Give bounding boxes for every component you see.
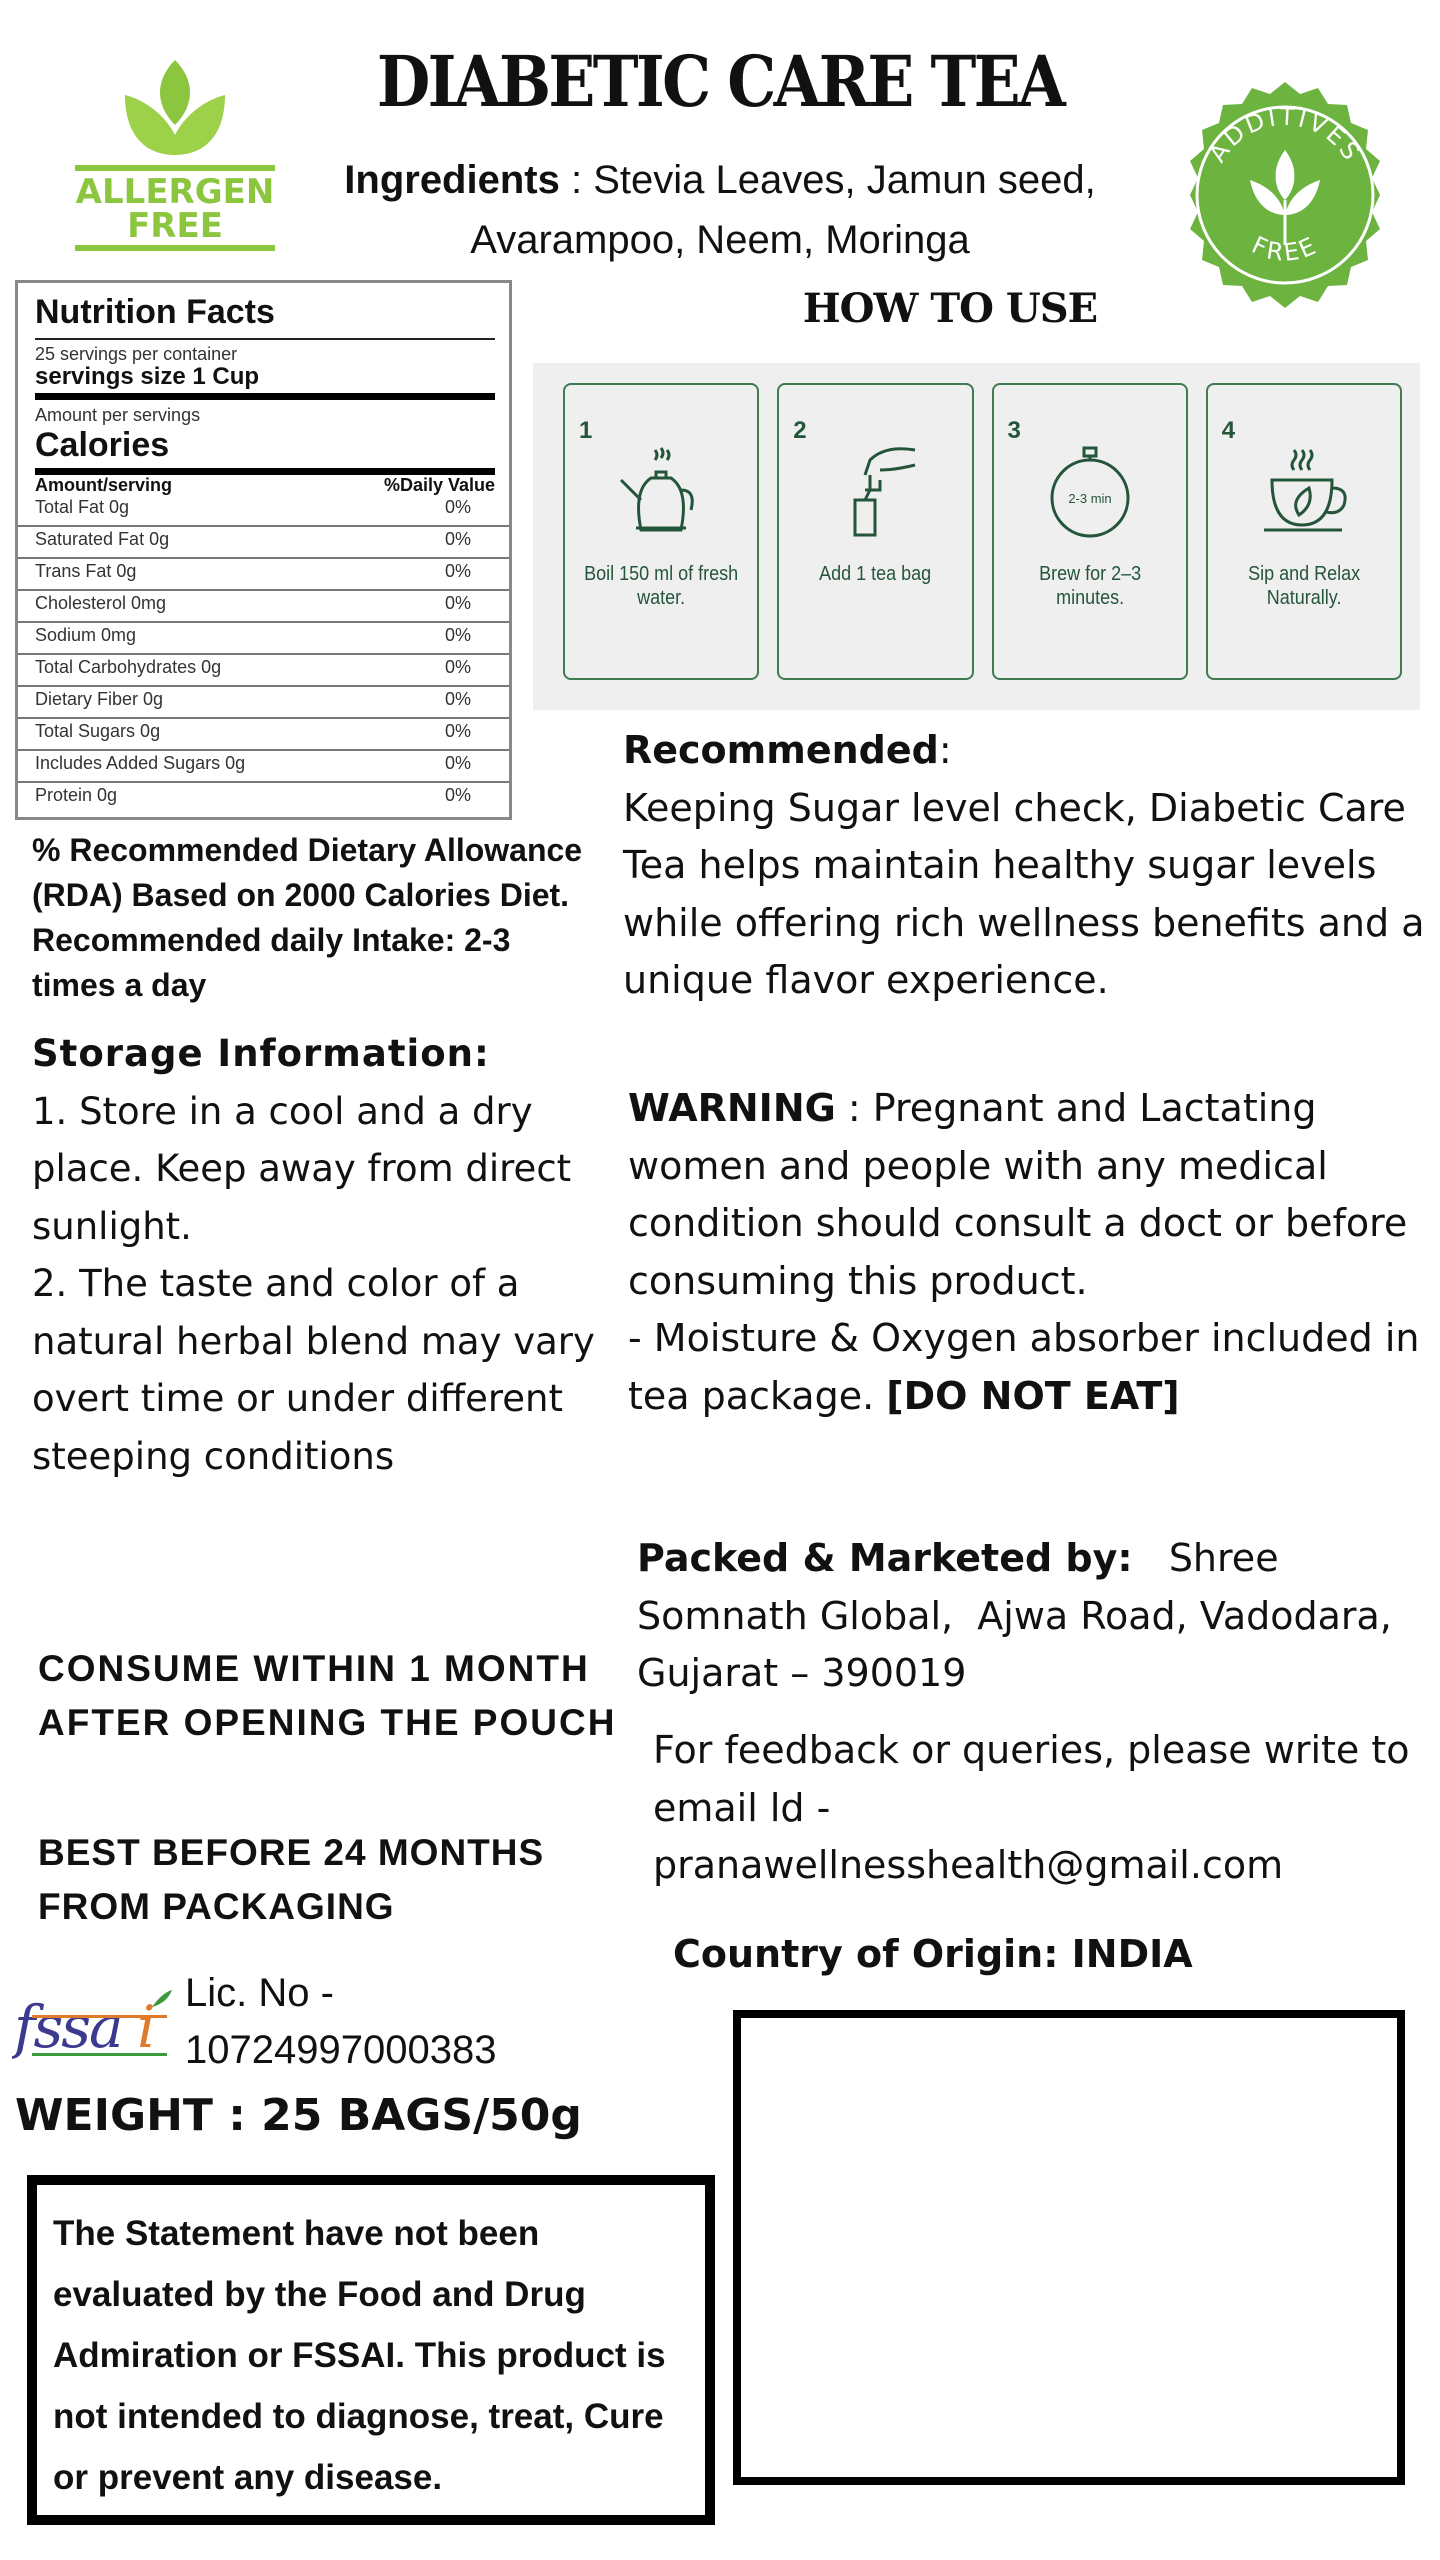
leaf-icon: ALLERGEN FREE: [75, 60, 275, 251]
nutrition-row: Total Carbohydrates 0g 0%: [18, 655, 509, 687]
storage-item-2: 2. The taste and color of a natural herb…: [32, 1262, 595, 1478]
nutrition-row: Sodium 0mg 0%: [18, 623, 509, 655]
svg-text:i: i: [137, 1993, 156, 2061]
storage-section: Storage Information: 1. Store in a cool …: [32, 1025, 602, 1485]
consume-within-note: CONSUME WITHIN 1 MONTH AFTER OPENING THE…: [38, 1648, 617, 1743]
svg-text:fssa: fssa: [12, 1993, 122, 2061]
nutrient-dv: 0%: [444, 497, 471, 517]
tea-cup-icon: [1263, 449, 1347, 532]
how-to-use-steps: 1 Boil 150 ml of fresh water. 2 Add 1 te…: [533, 363, 1420, 710]
license-number: Lic. No - 10724997000383: [185, 1965, 496, 2079]
nutrient-name: Includes Added Sugars 0g: [35, 753, 246, 773]
storage-item-1: 1. Store in a cool and a dry place. Keep…: [32, 1089, 572, 1248]
packed-address: Shree Somnath Global, Ajwa Road, Vadodar…: [637, 1536, 1417, 1695]
nutrient-dv: 0%: [444, 689, 471, 709]
col-amount: Amount/serving: [35, 475, 173, 495]
ingredients-label: Ingredients: [344, 158, 560, 202]
step-text: Sip and Relax Naturally.: [1247, 563, 1360, 609]
svg-text:FREE: FREE: [127, 206, 223, 246]
nutrient-dv: 0%: [444, 753, 471, 773]
nutrition-row: Total Fat 0g 0%: [18, 495, 509, 527]
allergen-free-logo: ALLERGEN FREE: [70, 55, 280, 255]
step-text: Boil 150 ml of fresh water.: [584, 563, 739, 609]
nutrient-dv: 0%: [444, 529, 471, 549]
net-weight: WEIGHT : 25 BAGS/50g: [15, 2090, 582, 2141]
packed-by: Packed & Marketed by: Shree Somnath Glob…: [637, 1530, 1397, 1703]
nutrient-name: Total Fat 0g: [35, 497, 130, 517]
step-card-4: 4 Sip and Relax Naturally.: [1205, 383, 1402, 680]
step-text: Brew for 2–3 minutes.: [1038, 563, 1141, 609]
nutrient-name: Saturated Fat 0g: [35, 529, 170, 549]
nutrient-dv: 0%: [444, 657, 471, 677]
recommended-section: Recommended: Keeping Sugar level check, …: [623, 728, 1425, 1003]
nutrient-dv: 0%: [444, 785, 471, 805]
recommended-label: Recommended: [623, 728, 939, 772]
nutrient-name: Trans Fat 0g: [35, 561, 137, 581]
absorber-note: - Moisture & Oxygen absorber included in…: [628, 1316, 1420, 1418]
nutrition-facts-panel: Nutrition Facts 25 servings per containe…: [15, 280, 512, 820]
blank-label-box: [733, 2010, 1405, 2485]
tea-bag-icon: [853, 447, 916, 537]
calories-label: Calories: [35, 426, 495, 475]
nutrition-header: Amount/serving %Daily Value: [35, 475, 495, 495]
recommended-text: Keeping Sugar level check, Diabetic Care…: [623, 785, 1425, 1003]
step-number: 3: [1007, 417, 1021, 444]
disclaimer-box: The Statement have not been evaluated by…: [27, 2175, 715, 2525]
additives-free-badge: ADDITIVES FREE: [1170, 80, 1400, 310]
license-value: 10724997000383: [185, 2028, 497, 2072]
ingredients: Ingredients : Stevia Leaves, Jamun seed,…: [290, 150, 1150, 270]
do-not-eat: [DO NOT EAT]: [886, 1373, 1180, 1418]
serving-size: servings size 1 Cup: [35, 365, 495, 400]
nutrition-title: Nutrition Facts: [35, 293, 495, 340]
nutrition-row: Includes Added Sugars 0g 0%: [18, 751, 509, 783]
nutrient-name: Sodium 0mg: [35, 625, 137, 645]
nutrient-name: Total Sugars 0g: [35, 721, 161, 741]
step-card-3: 3 2-3 min Brew for 2–3 minutes.: [991, 383, 1188, 680]
nutrition-row: Protein 0g 0%: [18, 783, 509, 815]
packed-label: Packed & Marketed by:: [637, 1536, 1133, 1580]
license-label: Lic. No -: [185, 1971, 334, 2015]
warning-label: WARNING: [628, 1086, 836, 1130]
feedback-note: For feedback or queries, please write to…: [653, 1728, 1410, 1887]
amount-per-serving: Amount per servings: [35, 405, 201, 425]
nutrient-dv: 0%: [444, 721, 471, 741]
nutrition-row: Saturated Fat 0g 0%: [18, 527, 509, 559]
nutrient-name: Protein 0g: [35, 785, 118, 805]
country-of-origin: Country of Origin: INDIA: [673, 1932, 1193, 1976]
svg-text:ALLERGEN: ALLERGEN: [76, 172, 275, 212]
disclaimer-text: The Statement have not been evaluated by…: [53, 2214, 666, 2497]
warning-text: : Pregnant and Lactating women and peopl…: [628, 1086, 1408, 1303]
nutrient-name: Total Carbohydrates 0g: [35, 657, 222, 677]
step-text: Add 1 tea bag: [819, 563, 932, 585]
stopwatch-icon: 2-3 min: [1050, 446, 1130, 538]
nutrient-dv: 0%: [444, 625, 471, 645]
step-number: 4: [1221, 417, 1236, 444]
best-before-note: BEST BEFORE 24 MONTHS FROM PACKAGING: [38, 1832, 545, 1927]
nutrition-row: Cholesterol 0mg 0%: [18, 591, 509, 623]
step-card-1: 1 Boil 150 ml of fresh water.: [563, 383, 760, 680]
warning-section: WARNING : Pregnant and Lactating women a…: [628, 1080, 1440, 1425]
step-number: 1: [579, 417, 593, 444]
how-to-use-title: HOW TO USE: [802, 285, 1098, 332]
nutrient-dv: 0%: [444, 561, 471, 581]
storage-label: Storage Information:: [32, 1032, 490, 1075]
nutrient-name: Dietary Fiber 0g: [35, 689, 164, 709]
product-title: DIABETIC CARE TEA: [376, 40, 1066, 123]
nutrition-row: Trans Fat 0g 0%: [18, 559, 509, 591]
servings-per-container: 25 servings per container: [35, 344, 238, 364]
nutrient-dv: 0%: [444, 593, 471, 613]
nutrition-row: Dietary Fiber 0g 0%: [18, 687, 509, 719]
ingredients-text: : Stevia Leaves, Jamun seed, Avarampoo, …: [470, 158, 1096, 262]
nutrition-row: Total Sugars 0g 0%: [18, 719, 509, 751]
fssai-logo: fssa i: [10, 1985, 172, 2069]
kettle-icon: [620, 447, 694, 532]
rda-note: % Recommended Dietary Allowance (RDA) Ba…: [32, 832, 583, 1003]
col-daily-value: %Daily Value: [383, 475, 495, 495]
step-number: 2: [793, 417, 807, 444]
svg-text:2-3 min: 2-3 min: [1068, 491, 1111, 506]
step-card-2: 2 Add 1 tea bag: [777, 383, 974, 680]
nutrient-name: Cholesterol 0mg: [35, 593, 167, 613]
